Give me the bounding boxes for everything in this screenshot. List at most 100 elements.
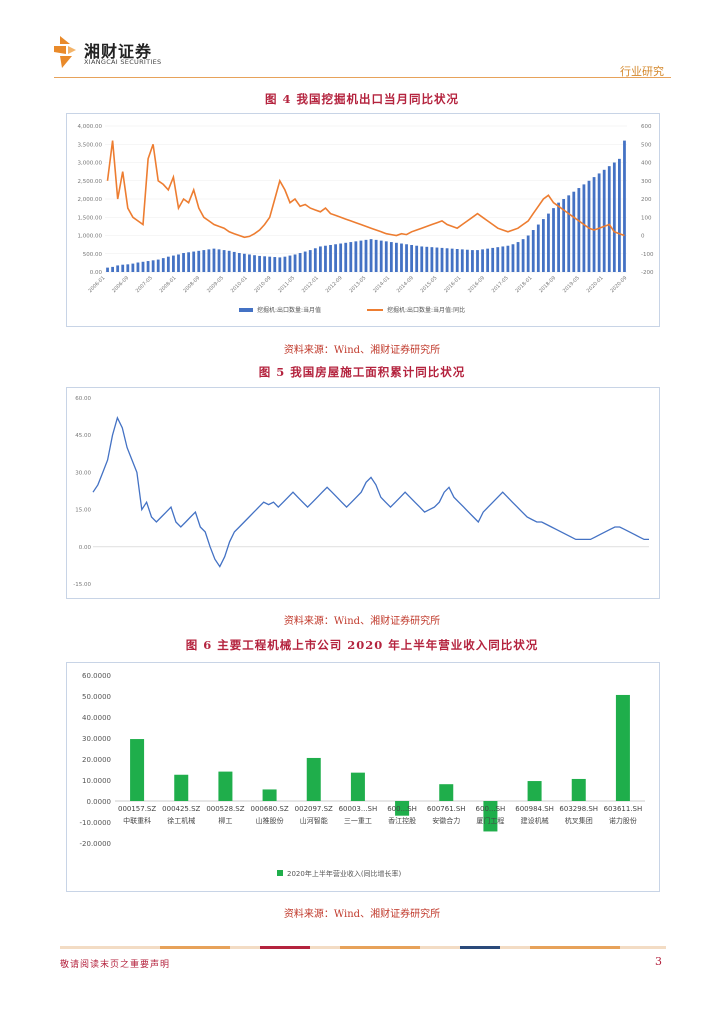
bar [303, 251, 307, 272]
bar [536, 224, 540, 272]
bar [567, 195, 571, 272]
bar [582, 184, 586, 272]
figure-5-frame: 60.00 45.00 30.00 15.00 0.00 -15.00 [66, 387, 660, 599]
y-tick-label: 40.0000 [82, 714, 111, 722]
bar [324, 245, 327, 272]
bar [618, 158, 621, 272]
y-tick-label: 45.00 [75, 433, 91, 439]
bar [202, 250, 206, 272]
revenue-growth-chart: 60.0000 50.0000 40.0000 30.0000 20.0000 10.00… [80, 672, 645, 878]
bar [288, 255, 292, 272]
bar [313, 248, 317, 272]
x-tick-label: 60003...SH [339, 805, 378, 813]
x-tick-label: 000157.SZ [118, 805, 156, 813]
bar [268, 256, 272, 272]
company-name-label: 香江控股 [388, 816, 416, 825]
x-tick-label: 2020-09 [609, 275, 628, 294]
bar [308, 250, 312, 272]
bar [369, 239, 373, 272]
figure-4-source: 资料来源：Wind、湘财证券研究所 [283, 345, 441, 356]
y-right-tick-label: 600 [641, 124, 652, 130]
bar [415, 245, 419, 272]
y-tick-label: -15.00 [73, 582, 91, 588]
bar [151, 260, 155, 272]
bar [306, 757, 321, 801]
y-left-tick-label: 2,500.00 [78, 179, 103, 185]
x-tick-label: 2014-01 [372, 275, 391, 294]
bar [455, 249, 459, 272]
y-right-tick-label: -100 [641, 252, 654, 258]
bar [182, 253, 185, 272]
bar [521, 239, 525, 272]
x-tick-label: 000680.SZ [250, 805, 288, 813]
bar [405, 244, 408, 272]
company-name-label: 三一重工 [344, 817, 372, 825]
x-tick-label: 000425.SZ [162, 805, 200, 813]
x-tick-label: 2013-05 [348, 275, 367, 294]
report-category: 行业研究 [620, 65, 664, 78]
xiangcai-logo-icon [54, 36, 76, 68]
x-tick-label: 2006-09 [111, 275, 130, 294]
bar [607, 166, 611, 272]
bar [232, 251, 236, 272]
bar [242, 253, 246, 272]
bar [562, 199, 566, 272]
logo-text-en: XIANGCAI SECURITIES [84, 58, 162, 66]
x-tick-label: 2006-01 [87, 275, 106, 294]
y-left-tick-label: 4,000.00 [78, 124, 103, 130]
bar [389, 242, 393, 272]
x-tick-label: 2018-01 [514, 275, 533, 294]
bar [278, 257, 282, 272]
x-tick-label: 600...SH [476, 805, 506, 813]
bar [329, 244, 332, 272]
bar [400, 243, 403, 272]
y-left-tick-label: 500.00 [83, 252, 103, 258]
bar [501, 246, 505, 272]
bar [410, 244, 414, 272]
bar [126, 264, 130, 272]
x-tick-label: 600...SH [387, 805, 417, 813]
figure-4-title: 图 4 我国挖掘机出口当月同比状况 [264, 92, 459, 106]
bar [283, 256, 287, 272]
bar [156, 259, 160, 272]
y-tick-label: -10.0000 [80, 819, 111, 827]
y-right-tick-label: 200 [641, 197, 652, 203]
housing-construction-chart: 60.00 45.00 30.00 15.00 0.00 -15.00 [73, 396, 649, 588]
bar [615, 694, 630, 801]
bar [172, 255, 175, 272]
bar [334, 244, 337, 272]
bar [263, 256, 267, 272]
legend-line-label: 挖掘机:出口数量:当月值:同比 [387, 306, 465, 314]
bar [450, 248, 454, 272]
bar [592, 177, 596, 272]
bar [597, 173, 601, 272]
y-right-tick-label: 300 [641, 179, 652, 185]
bar [572, 191, 576, 272]
bar [207, 249, 211, 272]
bar [218, 771, 233, 801]
footer-disclaimer: 敬请阅读末页之重要声明 [60, 960, 171, 970]
bar [339, 243, 343, 272]
x-tick-label: 2018-09 [538, 275, 557, 294]
bar [130, 739, 145, 801]
bar [106, 267, 109, 272]
x-tick-label: 2014-09 [396, 275, 415, 294]
bar [318, 246, 322, 272]
bar [174, 774, 189, 801]
x-tick-label: 603611.SH [604, 805, 643, 813]
bar [547, 213, 550, 272]
y-left-tick-label: 1,000.00 [78, 234, 103, 240]
y-right-tick-label: 500 [641, 142, 652, 148]
bar [212, 248, 216, 272]
bar [612, 162, 616, 272]
bar [293, 254, 297, 272]
bar [602, 169, 606, 272]
x-tick-label: 2007-05 [135, 275, 154, 294]
bar [350, 772, 365, 801]
figure-6-source: 资料来源：Wind、湘财证券研究所 [283, 909, 441, 920]
x-tick-label: 2015-05 [420, 275, 439, 294]
bar [516, 242, 520, 272]
bar [420, 246, 424, 272]
bar [395, 801, 410, 816]
bar [526, 235, 530, 272]
